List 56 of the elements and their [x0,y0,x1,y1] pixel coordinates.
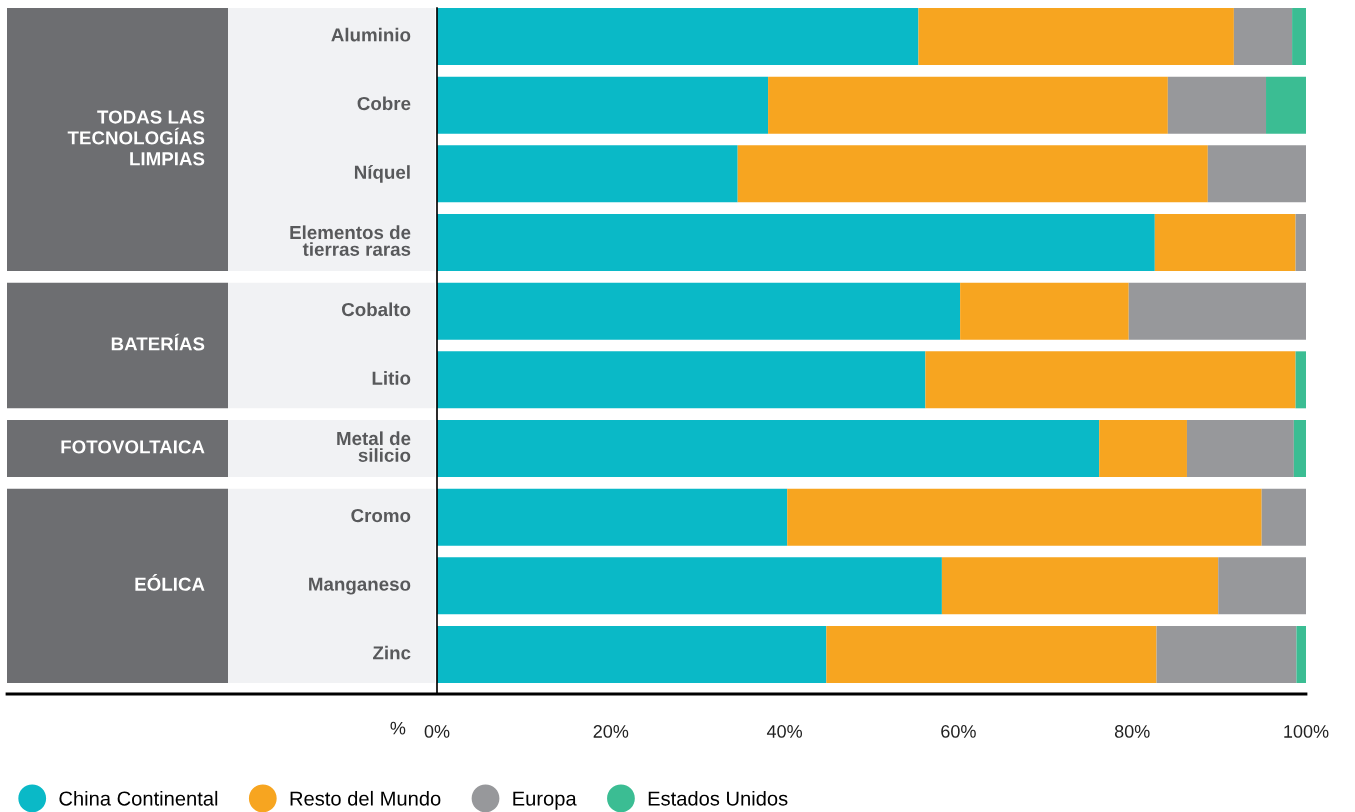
bar [1233,8,1293,65]
bar [925,351,1296,409]
bar [437,626,827,683]
text: FOTOVOLTAICA [61,440,205,454]
x-tick-label: 40% [766,725,803,738]
text: BATERÍAS [111,333,205,351]
y-tick-label: Cromo [351,508,411,523]
bar [437,488,788,546]
legend-label: Europa [513,791,577,810]
x-tick-label: 60% [941,725,976,738]
bar [1156,626,1297,683]
bar [1266,76,1306,134]
x-tick-label: 20% [593,725,629,738]
text: TODAS LAS TECNOLOGÍAS LIMPIAS [67,110,205,166]
y-tick-label: Cobre [357,96,411,111]
x-tick-label: 0% [424,725,450,738]
y-tick-label: Cobalto [341,302,411,317]
y-tick-label: Manganeso [309,577,411,595]
bar [941,557,1219,615]
legend-label: China Continental [59,790,218,806]
x-tick-label: 80% [1114,725,1150,738]
bar [1128,282,1306,340]
bar [1099,420,1187,477]
text: EÓLICA [135,574,205,591]
bar [1218,557,1306,615]
bar [1167,76,1267,134]
bar [1293,420,1306,477]
bar [1186,420,1294,477]
bar [787,488,1262,546]
bar [768,76,1168,134]
bar [1292,8,1306,65]
bar [1295,351,1306,409]
y-tick-label: Elementos de tierras raras [290,225,411,256]
legend-label: Resto del Mundo [290,790,441,806]
y-tick-label: Metal de silicio [337,431,411,462]
y-tick-label: Níquel [354,165,410,183]
x-tick-label: 100% [1284,725,1329,738]
bar [1261,488,1306,546]
bar [826,626,1157,683]
bar [918,8,1234,65]
y-tick-label: Zinc [373,645,411,660]
bar [437,8,919,65]
bar [437,145,738,203]
legend-label: Estados Unidos [648,790,788,806]
bar [1296,626,1306,683]
bar [437,557,942,615]
bar [437,76,769,134]
y-tick-label: Aluminio [331,27,411,42]
bar [1207,145,1306,203]
bar [737,145,1208,203]
bar [1295,214,1306,271]
bar [960,282,1129,340]
bar [437,214,1155,271]
x-axis-title: % [390,721,406,735]
y-tick-label: Litio [372,371,411,385]
bar [1154,214,1296,271]
